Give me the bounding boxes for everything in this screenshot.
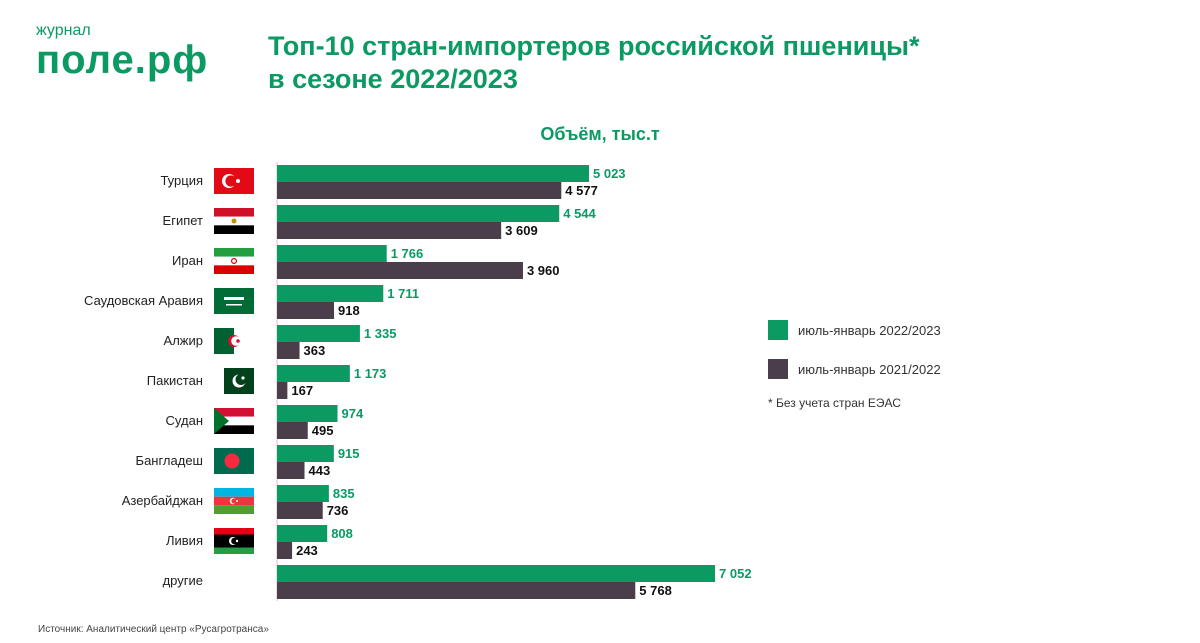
data-label-previous: 736 xyxy=(327,503,349,518)
legend-item-current: июль-январь 2022/2023 xyxy=(768,320,941,340)
bar-previous xyxy=(277,342,300,359)
bar-current xyxy=(277,565,716,582)
data-label-current: 1 711 xyxy=(387,286,419,301)
data-label-current: 835 xyxy=(333,486,355,501)
bar-current xyxy=(277,485,329,502)
bar-current xyxy=(277,205,560,222)
data-label-current: 1 173 xyxy=(354,366,387,381)
turkey-flag xyxy=(214,168,254,194)
bar-previous xyxy=(277,182,562,199)
azerbaijan-flag xyxy=(214,488,254,514)
title-line-2: в сезоне 2022/2023 xyxy=(268,64,518,94)
bar-current xyxy=(277,525,328,542)
egypt-flag xyxy=(214,208,254,234)
category-label: Пакистан xyxy=(147,373,203,388)
category-label: другие xyxy=(163,573,203,588)
data-label-previous: 443 xyxy=(309,463,331,478)
bar-current xyxy=(277,365,350,382)
legend-label-current: июль-январь 2022/2023 xyxy=(798,322,941,338)
data-label-previous: 363 xyxy=(304,343,326,358)
category-label: Азербайджан xyxy=(122,493,203,508)
category-label: Ливия xyxy=(166,533,203,548)
bar-previous xyxy=(277,462,305,479)
pakistan-flag xyxy=(214,368,254,394)
libya-flag xyxy=(214,528,254,554)
data-label-current: 7 052 xyxy=(719,566,752,581)
bar-previous xyxy=(277,422,308,439)
page-title: Топ-10 стран-импортеров российской пшени… xyxy=(268,30,920,96)
bar-previous xyxy=(277,262,523,279)
data-label-previous: 5 768 xyxy=(639,583,672,598)
bar-previous xyxy=(277,302,335,319)
data-label-previous: 243 xyxy=(296,543,318,558)
legend-swatch-previous xyxy=(768,359,788,379)
data-label-previous: 495 xyxy=(312,423,334,438)
bar-previous xyxy=(277,222,502,239)
bar-current xyxy=(277,325,360,342)
bangladesh-flag xyxy=(214,448,254,474)
bar-current xyxy=(277,165,589,182)
bar-current xyxy=(277,285,384,302)
saudi-arabia-flag xyxy=(214,288,254,314)
data-label-previous: 3 960 xyxy=(527,263,560,278)
legend-label-previous: июль-январь 2021/2022 xyxy=(798,361,941,377)
category-label: Египет xyxy=(163,213,204,228)
logo-main-text: поле.рф xyxy=(36,38,209,82)
legend-item-previous: июль-январь 2021/2022 xyxy=(768,359,941,379)
title-line-1: Топ-10 стран-импортеров российской пшени… xyxy=(268,31,920,61)
sudan-flag xyxy=(214,408,254,434)
bar-current xyxy=(277,405,338,422)
category-label: Бангладеш xyxy=(136,453,203,468)
data-label-previous: 918 xyxy=(338,303,360,318)
bar-current xyxy=(277,445,334,462)
bar-previous xyxy=(277,542,293,559)
data-label-previous: 4 577 xyxy=(565,183,598,198)
category-label: Алжир xyxy=(164,333,203,348)
bar-previous xyxy=(277,502,323,519)
data-label-current: 5 023 xyxy=(593,166,626,181)
category-label: Саудовская Аравия xyxy=(84,293,203,308)
category-label: Судан xyxy=(166,413,203,428)
bar-previous xyxy=(277,582,636,599)
data-label-current: 1 335 xyxy=(364,326,397,341)
data-label-current: 974 xyxy=(341,406,363,421)
logo-small-text: журнал xyxy=(36,22,91,39)
data-label-current: 4 544 xyxy=(563,206,596,221)
data-label-previous: 167 xyxy=(291,383,313,398)
algeria-flag xyxy=(214,328,254,354)
category-label: Турция xyxy=(160,173,203,188)
source-note: Источник: Аналитический центр «Русагротр… xyxy=(38,624,269,635)
data-label-current: 808 xyxy=(331,526,353,541)
bar-previous xyxy=(277,382,288,399)
footnote: * Без учета стран ЕЭАС xyxy=(768,396,901,410)
category-label: Иран xyxy=(172,253,203,268)
iran-flag xyxy=(214,248,254,274)
data-label-current: 1 766 xyxy=(391,246,424,261)
data-label-previous: 3 609 xyxy=(505,223,538,238)
bar-current xyxy=(277,245,387,262)
chart-legend: июль-январь 2022/2023 июль-январь 2021/2… xyxy=(768,320,941,410)
logo: журнал поле.рф xyxy=(36,22,236,80)
legend-swatch-current xyxy=(768,320,788,340)
chart-title: Объём, тыс.т xyxy=(540,124,660,144)
data-label-current: 915 xyxy=(338,446,360,461)
